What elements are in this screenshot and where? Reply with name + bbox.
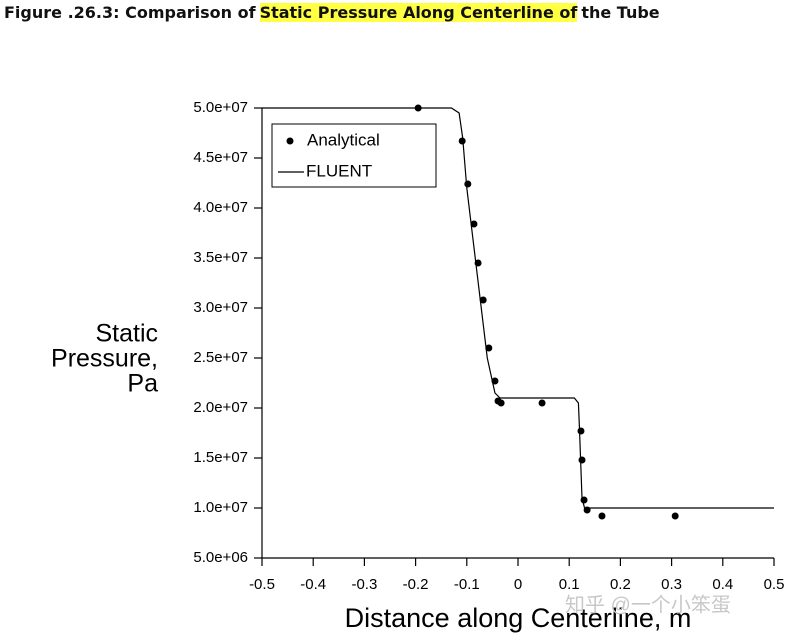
- data-point: [464, 180, 472, 188]
- caption-text: Figure .26.3: Comparison of: [4, 3, 256, 22]
- y-tick-label: 1.0e+07: [193, 499, 248, 516]
- legend-box: [271, 123, 437, 188]
- data-point: [497, 399, 505, 407]
- x-tick-label: -0.1: [454, 576, 480, 593]
- data-point: [470, 220, 478, 228]
- y-tick-label: 2.0e+07: [193, 399, 248, 416]
- x-axis-label: Distance along Centerline, m: [345, 603, 692, 633]
- x-tick-label: -0.2: [403, 576, 429, 593]
- y-axis-label: Static: [95, 320, 158, 348]
- y-tick-label: 1.5e+07: [193, 449, 248, 466]
- y-axis-label: Pressure,: [51, 345, 158, 373]
- y-tick-label: 4.0e+07: [193, 199, 248, 216]
- data-point: [578, 456, 586, 464]
- y-tick-label: 5.0e+06: [193, 549, 248, 566]
- x-tick-label: 0.2: [610, 576, 631, 593]
- x-tick-label: -0.4: [300, 576, 326, 593]
- data-point: [598, 512, 606, 520]
- y-tick-label: 4.5e+07: [193, 149, 248, 166]
- x-tick-label: 0.4: [712, 576, 733, 593]
- x-tick-label: 0.1: [559, 576, 580, 593]
- legend-label: Analytical: [307, 130, 380, 149]
- caption-highlight: Static Pressure Along Centerline of: [259, 3, 578, 22]
- y-tick-label: 3.0e+07: [193, 299, 248, 316]
- x-tick-label: 0: [514, 576, 522, 593]
- x-tick-label: -0.3: [351, 576, 377, 593]
- legend-marker: [286, 137, 294, 145]
- caption-text: the Tube: [581, 3, 660, 22]
- y-tick-label: 2.5e+07: [193, 349, 248, 366]
- y-axis-label: Pa: [127, 370, 158, 398]
- figure-caption: Figure .26.3: Comparison of Static Pressu…: [4, 3, 660, 22]
- x-tick-label: 0.5: [764, 576, 785, 593]
- data-point: [577, 427, 585, 435]
- x-tick-label: -0.5: [249, 576, 275, 593]
- legend-label: FLUENT: [306, 161, 372, 180]
- x-tick-label: 0.3: [661, 576, 682, 593]
- y-tick-label: 5.0e+07: [193, 99, 248, 116]
- data-point: [458, 137, 466, 145]
- watermark: 知乎 @一个小笨蛋: [565, 593, 731, 616]
- data-point: [479, 296, 487, 304]
- y-tick-label: 3.5e+07: [193, 249, 248, 266]
- data-point: [671, 512, 679, 520]
- data-point: [485, 344, 493, 352]
- data-point: [538, 399, 546, 407]
- data-line: [262, 107, 774, 509]
